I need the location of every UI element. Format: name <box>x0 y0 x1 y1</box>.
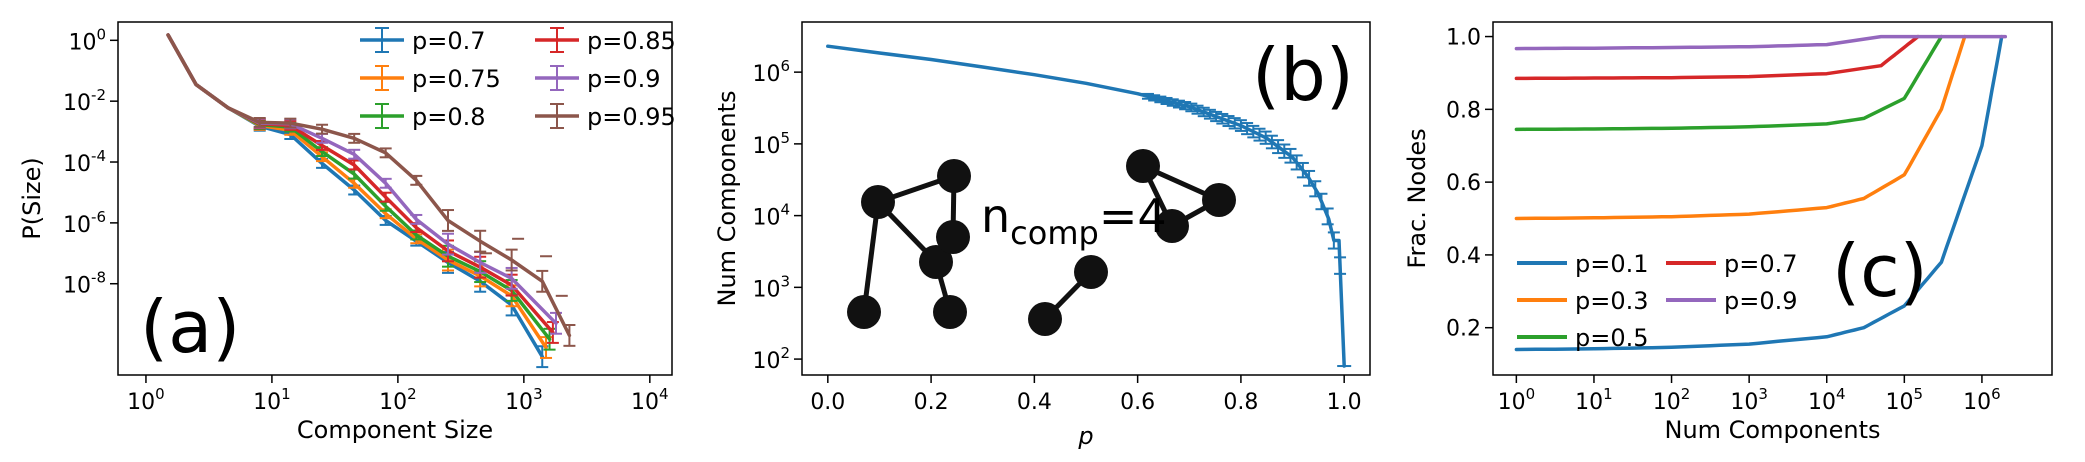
graph-node <box>937 159 971 193</box>
x-tick-label: 101 <box>1575 385 1613 415</box>
x-tick-label: 105 <box>1886 385 1924 415</box>
y-tick-label: 0.8 <box>1446 98 1481 123</box>
legend-label: p=0.75 <box>412 65 501 93</box>
x-axis-label: p <box>1077 422 1093 450</box>
y-tick-label: 10-4 <box>63 147 106 177</box>
graph-node <box>919 245 953 279</box>
panel-label: (b) <box>1252 33 1354 117</box>
y-axis-label: Num Components <box>713 90 741 306</box>
plot-frame <box>117 21 673 376</box>
y-tick-label: 103 <box>752 272 790 302</box>
legend-label: p=0.5 <box>1575 324 1649 352</box>
y-tick-label: 1.0 <box>1446 26 1481 51</box>
x-tick-label: 106 <box>1963 385 2001 415</box>
graph-node <box>1074 255 1108 289</box>
y-tick-label: 0.6 <box>1446 171 1481 196</box>
panel-label: (a) <box>140 285 240 369</box>
panel-c: 100 101 102 103 104 105 106 0.2 0.4 0.6 0.8 1.0 Num … <box>1403 21 2053 444</box>
x-tick-label: 1.0 <box>1327 390 1362 415</box>
legend: p=0.7 p=0.75 p=0.8 p=0.85 p=0.9 p=0.95 <box>360 27 676 131</box>
x-tick-label: 104 <box>1808 385 1846 415</box>
y-tick-label: 106 <box>752 57 790 87</box>
panel-a: 100 101 102 103 104 100 10-2 10-4 10-6 10-8 Compon… <box>18 21 676 444</box>
y-axis-label: P(Size) <box>18 157 46 239</box>
x-tick-label: 100 <box>1498 385 1536 415</box>
y-tick-label: 102 <box>752 344 790 374</box>
plot-frame <box>801 21 1371 376</box>
series-line-p=0.9 <box>1514 34 2008 51</box>
legend-label: p=0.7 <box>412 27 486 55</box>
graph-node <box>936 220 970 254</box>
y-tick-label: 0.2 <box>1446 317 1481 342</box>
legend-label: p=0.95 <box>587 103 676 131</box>
legend-label: p=0.9 <box>1724 287 1798 315</box>
legend-label: p=0.85 <box>587 27 676 55</box>
graph-node <box>1155 209 1189 243</box>
x-tick-label: 102 <box>379 385 417 415</box>
legend-label: p=0.1 <box>1575 250 1649 278</box>
graph-node <box>847 295 881 329</box>
legend-label: p=0.8 <box>412 103 486 131</box>
x-tick-label: 101 <box>253 385 291 415</box>
y-tick-label: 104 <box>752 201 790 231</box>
y-tick-label: 100 <box>68 25 106 55</box>
x-axis-label: Num Components <box>1664 416 1880 444</box>
x-tick-label: 102 <box>1653 385 1691 415</box>
legend: p=0.1 p=0.3 p=0.5 p=0.7 p=0.9 <box>1517 250 1798 352</box>
y-tick-label: 10-8 <box>63 269 106 299</box>
x-tick-label: 103 <box>505 385 543 415</box>
y-tick-label: 10-6 <box>63 208 106 238</box>
x-tick-label: 0.6 <box>1120 390 1155 415</box>
x-tick-label: 0.8 <box>1223 390 1258 415</box>
graph-edge <box>861 201 881 313</box>
panel-label: (c) <box>1832 229 1928 313</box>
graph-schematic <box>847 149 1236 336</box>
graph-node <box>933 295 967 329</box>
x-tick-label: 104 <box>631 385 669 415</box>
legend-label: p=0.7 <box>1724 250 1798 278</box>
ncomp-annotation: ncomp=4 <box>981 189 1167 252</box>
graph-node <box>1126 149 1160 183</box>
graph-node <box>1028 302 1062 336</box>
series-line-p=0.7 <box>1514 34 1920 81</box>
graph-node <box>1202 183 1236 217</box>
legend-label: p=0.3 <box>1575 287 1649 315</box>
y-tick-label: 0.4 <box>1446 244 1481 269</box>
series-line-p=0.3 <box>1514 34 1967 221</box>
legend-label: p=0.9 <box>587 65 661 93</box>
x-tick-label: 100 <box>127 385 165 415</box>
graph-node <box>861 185 895 219</box>
series-line-p=0.95 <box>166 33 572 338</box>
series-line-p=0.5 <box>1514 34 1944 132</box>
plot-frame <box>1492 21 2053 376</box>
y-tick-label: 105 <box>752 129 790 159</box>
y-axis-label: Frac. Nodes <box>1403 128 1431 268</box>
series-line-p=0.1 <box>1514 34 2004 352</box>
panel-b: 0.0 0.2 0.4 0.6 0.8 1.0 102 103 104 105 106 p Num Co… <box>713 21 1371 450</box>
x-axis-label: Component Size <box>297 416 493 444</box>
y-tick-label: 10-2 <box>63 86 106 116</box>
x-tick-label: 0.2 <box>914 390 949 415</box>
x-tick-label: 0.0 <box>810 390 845 415</box>
x-tick-label: 103 <box>1730 385 1768 415</box>
x-tick-label: 0.4 <box>1017 390 1052 415</box>
